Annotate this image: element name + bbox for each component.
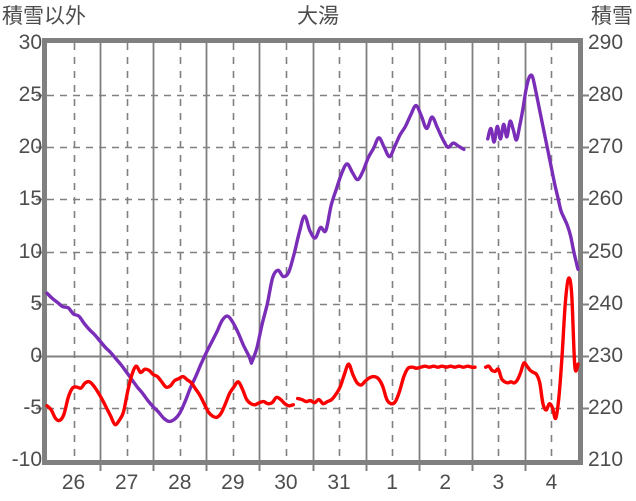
x-axis-tick-27: 27 (114, 471, 139, 494)
right-axis-tick-260: 260 (588, 187, 624, 211)
x-axis-tick-2: 2 (439, 471, 452, 494)
right-axis-tick-220: 220 (588, 395, 624, 419)
x-axis-tick-26: 26 (61, 471, 86, 494)
series-2 (45, 276, 580, 427)
left-axis-tick-25: 25 (18, 83, 42, 107)
right-axis-tick-280: 280 (588, 83, 624, 107)
x-axis-tick-3: 3 (492, 471, 505, 494)
left-axis-tick-30: 30 (18, 31, 42, 54)
left-axis-tick-10: 10 (18, 239, 42, 263)
right-axis-tick-240: 240 (588, 291, 624, 315)
grid-major-lines (47, 43, 578, 460)
chart-title: 大湯 (297, 5, 339, 28)
x-axis-tick-30: 30 (274, 471, 298, 494)
x-axis-tick-31: 31 (327, 471, 351, 494)
right-axis-tick-210: 210 (588, 448, 624, 471)
grid-minor-lines (47, 43, 578, 460)
right-axis-tick-270: 270 (588, 135, 624, 159)
plot-frame (42, 38, 583, 465)
left-axis-tick-20: 20 (18, 135, 42, 159)
left-axis-tick--5: -5 (23, 395, 42, 419)
x-axis-tick-28: 28 (168, 471, 192, 494)
left-axis-tick-15: 15 (18, 187, 42, 211)
left-axis-tick-0: 0 (30, 343, 42, 367)
data-series-layer (45, 73, 580, 427)
x-axis-tick-4: 4 (545, 471, 558, 494)
right-axis-tick-250: 250 (588, 239, 624, 263)
left-axis-tick-5: 5 (30, 291, 42, 315)
right-axis-title: 積雪 (591, 5, 633, 28)
left-axis-title: 積雪以外 (2, 5, 86, 28)
left-axis-tick--10: -10 (11, 448, 42, 471)
series-1 (45, 73, 580, 424)
axis-tick-marks (36, 94, 589, 471)
right-axis-tick-290: 290 (588, 31, 624, 54)
x-axis-tick-29: 29 (221, 471, 245, 494)
right-axis-tick-230: 230 (588, 343, 624, 367)
x-axis-tick-1: 1 (386, 471, 398, 494)
